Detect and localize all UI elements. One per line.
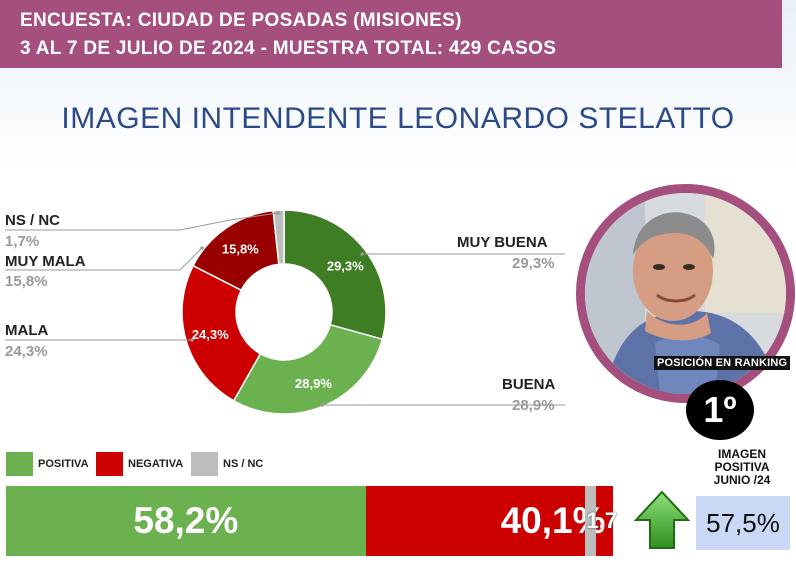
- legend-label-ns-nc: NS / NC: [223, 458, 264, 470]
- donut-slice-mala: [181, 264, 262, 402]
- donut-slice-muy-buena: [283, 209, 387, 341]
- callout-name-muy-buena: MUY BUENA: [457, 234, 548, 251]
- leader-dot-muy-buena: [360, 252, 364, 256]
- leader-line-ns-nc: [5, 212, 279, 231]
- trend-up-arrow-icon: [634, 490, 690, 549]
- callout-value-ns-nc: 1,7%: [5, 233, 40, 250]
- callout-value-muy-buena: 29,3%: [512, 255, 555, 272]
- survey-title: ENCUESTA: CIUDAD DE POSADAS (MISIONES): [20, 10, 462, 31]
- legend-swatch-positiva: [6, 452, 33, 476]
- chart-title: IMAGEN INTENDENTE LEONARDO STELATTO: [61, 102, 735, 135]
- survey-header: ENCUESTA: CIUDAD DE POSADAS (MISIONES) 3…: [0, 0, 782, 68]
- imagen-positiva-label: IMAGEN POSITIVA JUNIO /24: [694, 448, 790, 487]
- donut-value-label-buena: 28,9%: [295, 376, 332, 391]
- callout-name-buena: BUENA: [502, 376, 556, 393]
- callout-name-ns-nc: NS / NC: [5, 212, 61, 229]
- survey-dates-sample: 3 AL 7 DE JULIO DE 2024 - MUESTRA TOTAL:…: [20, 38, 557, 59]
- donut-value-label-muy-mala: 15,8%: [222, 242, 259, 257]
- bar-segment-ns-nc: 1,7: [585, 486, 617, 556]
- leader-dot-muy-mala: [200, 246, 204, 250]
- imagen-positiva-value: 57,5%: [696, 496, 790, 550]
- donut-slice-ns-nc: [272, 209, 285, 266]
- imagen-positiva-label-line1: IMAGEN: [718, 447, 766, 461]
- leader-line-muy-mala: [5, 247, 203, 271]
- ranking-position-badge: 1º: [686, 380, 754, 440]
- imagen-positiva-label-line2: POSITIVA: [714, 460, 770, 474]
- callout-value-mala: 24,3%: [5, 343, 48, 360]
- bar-segment-negativa: 40,1%: [365, 486, 614, 556]
- legend-swatch-negativa: [96, 452, 123, 476]
- ranking-label: POSICIÓN EN RANKING: [654, 356, 791, 370]
- leader-dot-ns-nc: [276, 211, 280, 215]
- donut-value-label-mala: 24,3%: [192, 327, 229, 342]
- leader-dot-buena: [320, 403, 324, 407]
- callout-name-mala: MALA: [5, 322, 49, 339]
- donut-value-label-muy-buena: 29,3%: [327, 258, 364, 273]
- donut-slice-buena: [232, 323, 384, 415]
- callout-value-buena: 28,9%: [512, 397, 555, 414]
- imagen-positiva-label-line3: JUNIO /24: [713, 473, 771, 487]
- callout-value-muy-mala: 15,8%: [5, 273, 48, 290]
- leader-dot-mala: [190, 338, 194, 342]
- legend-swatch-ns-nc: [191, 452, 218, 476]
- legend-label-positiva: POSITIVA: [38, 458, 89, 470]
- bar-segment-positiva: 58,2%: [6, 486, 366, 556]
- legend-label-negativa: NEGATIVA: [128, 458, 184, 470]
- callout-name-muy-mala: MUY MALA: [5, 253, 86, 270]
